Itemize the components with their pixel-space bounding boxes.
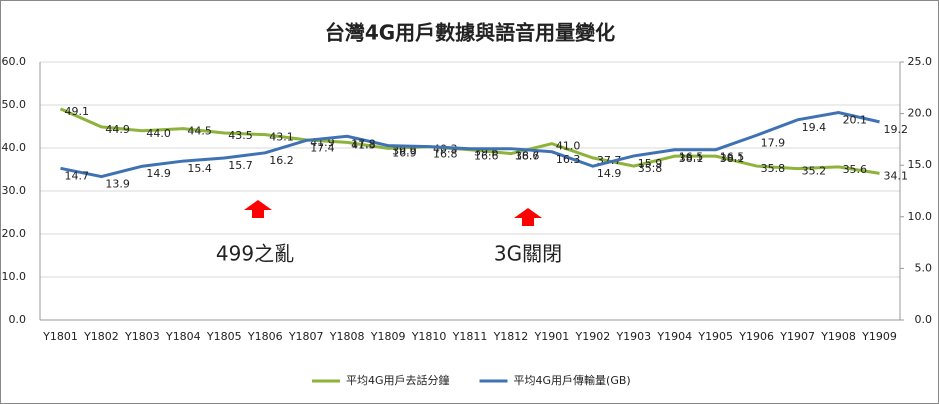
data-label: 16.5: [720, 151, 745, 164]
data-label: 19.4: [802, 121, 827, 134]
x-tick-label: Y1808: [329, 330, 365, 343]
y2-tick-label: 0.0: [915, 313, 933, 326]
x-tick-label: Y1807: [288, 330, 324, 343]
y-tick-label: 0.0: [9, 313, 27, 326]
x-tick-label: Y1805: [206, 330, 242, 343]
data-label: 35.8: [638, 162, 663, 175]
data-label: 19.2: [884, 123, 909, 136]
arrow: [514, 208, 542, 226]
y2-tick-label: 25.0: [908, 55, 933, 68]
x-tick-label: Y1901: [534, 330, 570, 343]
y2-tick-label: 20.0: [908, 107, 933, 120]
x-tick-label: Y1902: [574, 330, 610, 343]
x-tick-label: Y1801: [42, 330, 78, 343]
data-label: 49.1: [64, 105, 89, 118]
data-label: 15.9: [638, 157, 663, 170]
data-label: 20.1: [843, 114, 868, 127]
x-tick-label: Y1803: [124, 330, 160, 343]
chart-title: 台灣4G用戶數據與語音用量變化: [325, 21, 615, 45]
y2-tick-label: 15.0: [908, 158, 933, 171]
data-label: 38.1: [679, 152, 704, 165]
x-tick-label: Y1906: [738, 330, 774, 343]
data-label: 16.9: [392, 147, 417, 160]
data-label: 44.0: [146, 127, 171, 140]
x-tick-label: Y1812: [493, 330, 529, 343]
y-tick-label: 40.0: [2, 141, 27, 154]
x-tick-label: Y1811: [452, 330, 488, 343]
x-tick-label: Y1907: [779, 330, 815, 343]
data-label: 13.9: [105, 178, 130, 191]
y-tick-label: 20.0: [2, 227, 27, 240]
data-label: 17.9: [761, 136, 786, 149]
y-tick-label: 10.0: [2, 270, 27, 283]
data-label: 15.4: [187, 162, 212, 175]
data-label: 38.7: [515, 150, 540, 163]
data-label: 44.9: [105, 123, 130, 136]
legend-label: 平均4G用戶去話分鐘: [346, 373, 450, 387]
data-label: 38.1: [720, 152, 745, 165]
y-tick-label: 60.0: [2, 55, 27, 68]
data-label: 35.8: [761, 162, 786, 175]
data-label: 16.8: [433, 148, 458, 161]
data-label: 16.2: [269, 154, 294, 167]
x-tick-label: Y1802: [83, 330, 119, 343]
x-tick-label: Y1809: [370, 330, 406, 343]
data-label: 35.2: [802, 165, 827, 178]
x-tick-label: Y1904: [656, 330, 692, 343]
y-tick-label: 50.0: [2, 98, 27, 111]
data-label: 14.9: [597, 167, 622, 180]
data-label: 15.7: [228, 159, 253, 172]
data-label: 43.5: [228, 129, 253, 142]
x-tick-label: Y1810: [411, 330, 447, 343]
x-tick-label: Y1909: [861, 330, 897, 343]
x-tick-label: Y1908: [820, 330, 856, 343]
data-label: 16.3: [556, 153, 581, 166]
data-label: 16.6: [515, 150, 540, 163]
series-line: [60, 111, 880, 179]
data-label: 16.6: [474, 150, 499, 163]
x-tick-label: Y1804: [165, 330, 201, 343]
y2-tick-label: 5.0: [915, 261, 933, 274]
data-label: 44.5: [187, 125, 212, 138]
x-tick-label: Y1905: [697, 330, 733, 343]
x-tick-label: Y1903: [615, 330, 651, 343]
y-tick-label: 30.0: [2, 184, 27, 197]
annotation: 3G關閉: [494, 242, 562, 266]
legend-label: 平均4G用戶傳輸量(GB): [514, 373, 631, 387]
data-label: 34.1: [884, 169, 909, 182]
data-label: 41.0: [556, 140, 581, 153]
y2-tick-label: 10.0: [908, 210, 933, 223]
data-label: 39.9: [392, 144, 417, 157]
data-label: 17.4: [310, 141, 335, 154]
data-label: 35.6: [843, 163, 868, 176]
annotation: 499之亂: [216, 242, 294, 266]
x-tick-label: Y1806: [247, 330, 283, 343]
data-label: 14.7: [64, 169, 89, 182]
arrow: [244, 200, 272, 218]
data-label: 16.5: [679, 151, 704, 164]
data-label: 43.1: [269, 131, 294, 144]
data-label: 14.9: [146, 167, 171, 180]
data-label: 17.8: [351, 137, 376, 150]
